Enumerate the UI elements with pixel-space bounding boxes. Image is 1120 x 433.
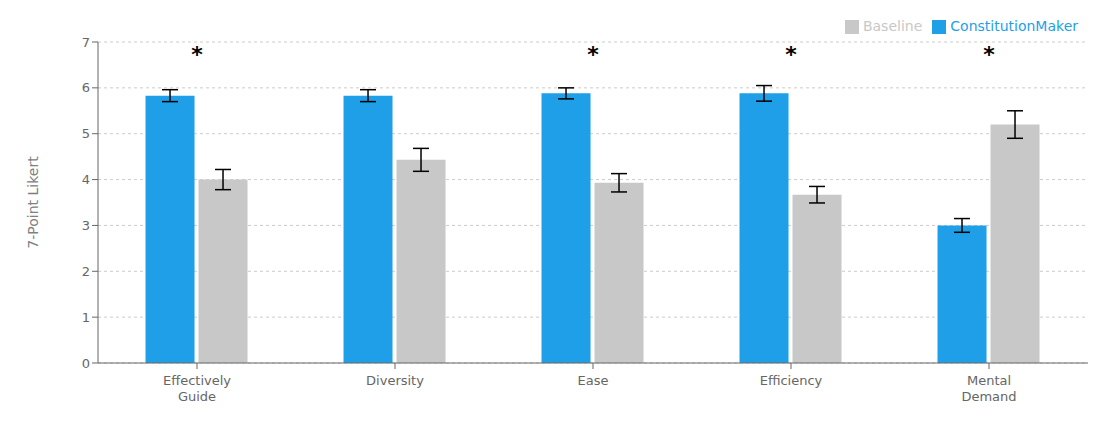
svg-text:Efficiency: Efficiency [760,373,823,388]
svg-text:0: 0 [82,356,90,371]
svg-text:7: 7 [82,35,90,50]
svg-text:7-Point Likert: 7-Point Likert [25,156,41,249]
svg-text:MentalDemand: MentalDemand [961,373,1016,404]
svg-text:6: 6 [82,80,90,95]
svg-text:2: 2 [82,264,90,279]
svg-text:4: 4 [82,172,90,187]
svg-text:EffectivelyGuide: EffectivelyGuide [163,373,231,404]
html-text:ConstitutionMaker: ConstitutionMaker [950,18,1078,34]
svg-text:1: 1 [82,310,90,325]
svg-text:Ease: Ease [578,373,609,388]
html-text:Baseline: Baseline [862,18,923,34]
svg-text:*: * [587,42,599,67]
svg-text:*: * [191,42,203,67]
svg-text:*: * [785,42,797,67]
svg-text:*: * [983,42,995,67]
svg-text:5: 5 [82,126,90,141]
svg-text:Diversity: Diversity [366,373,424,388]
svg-text:3: 3 [82,218,90,233]
